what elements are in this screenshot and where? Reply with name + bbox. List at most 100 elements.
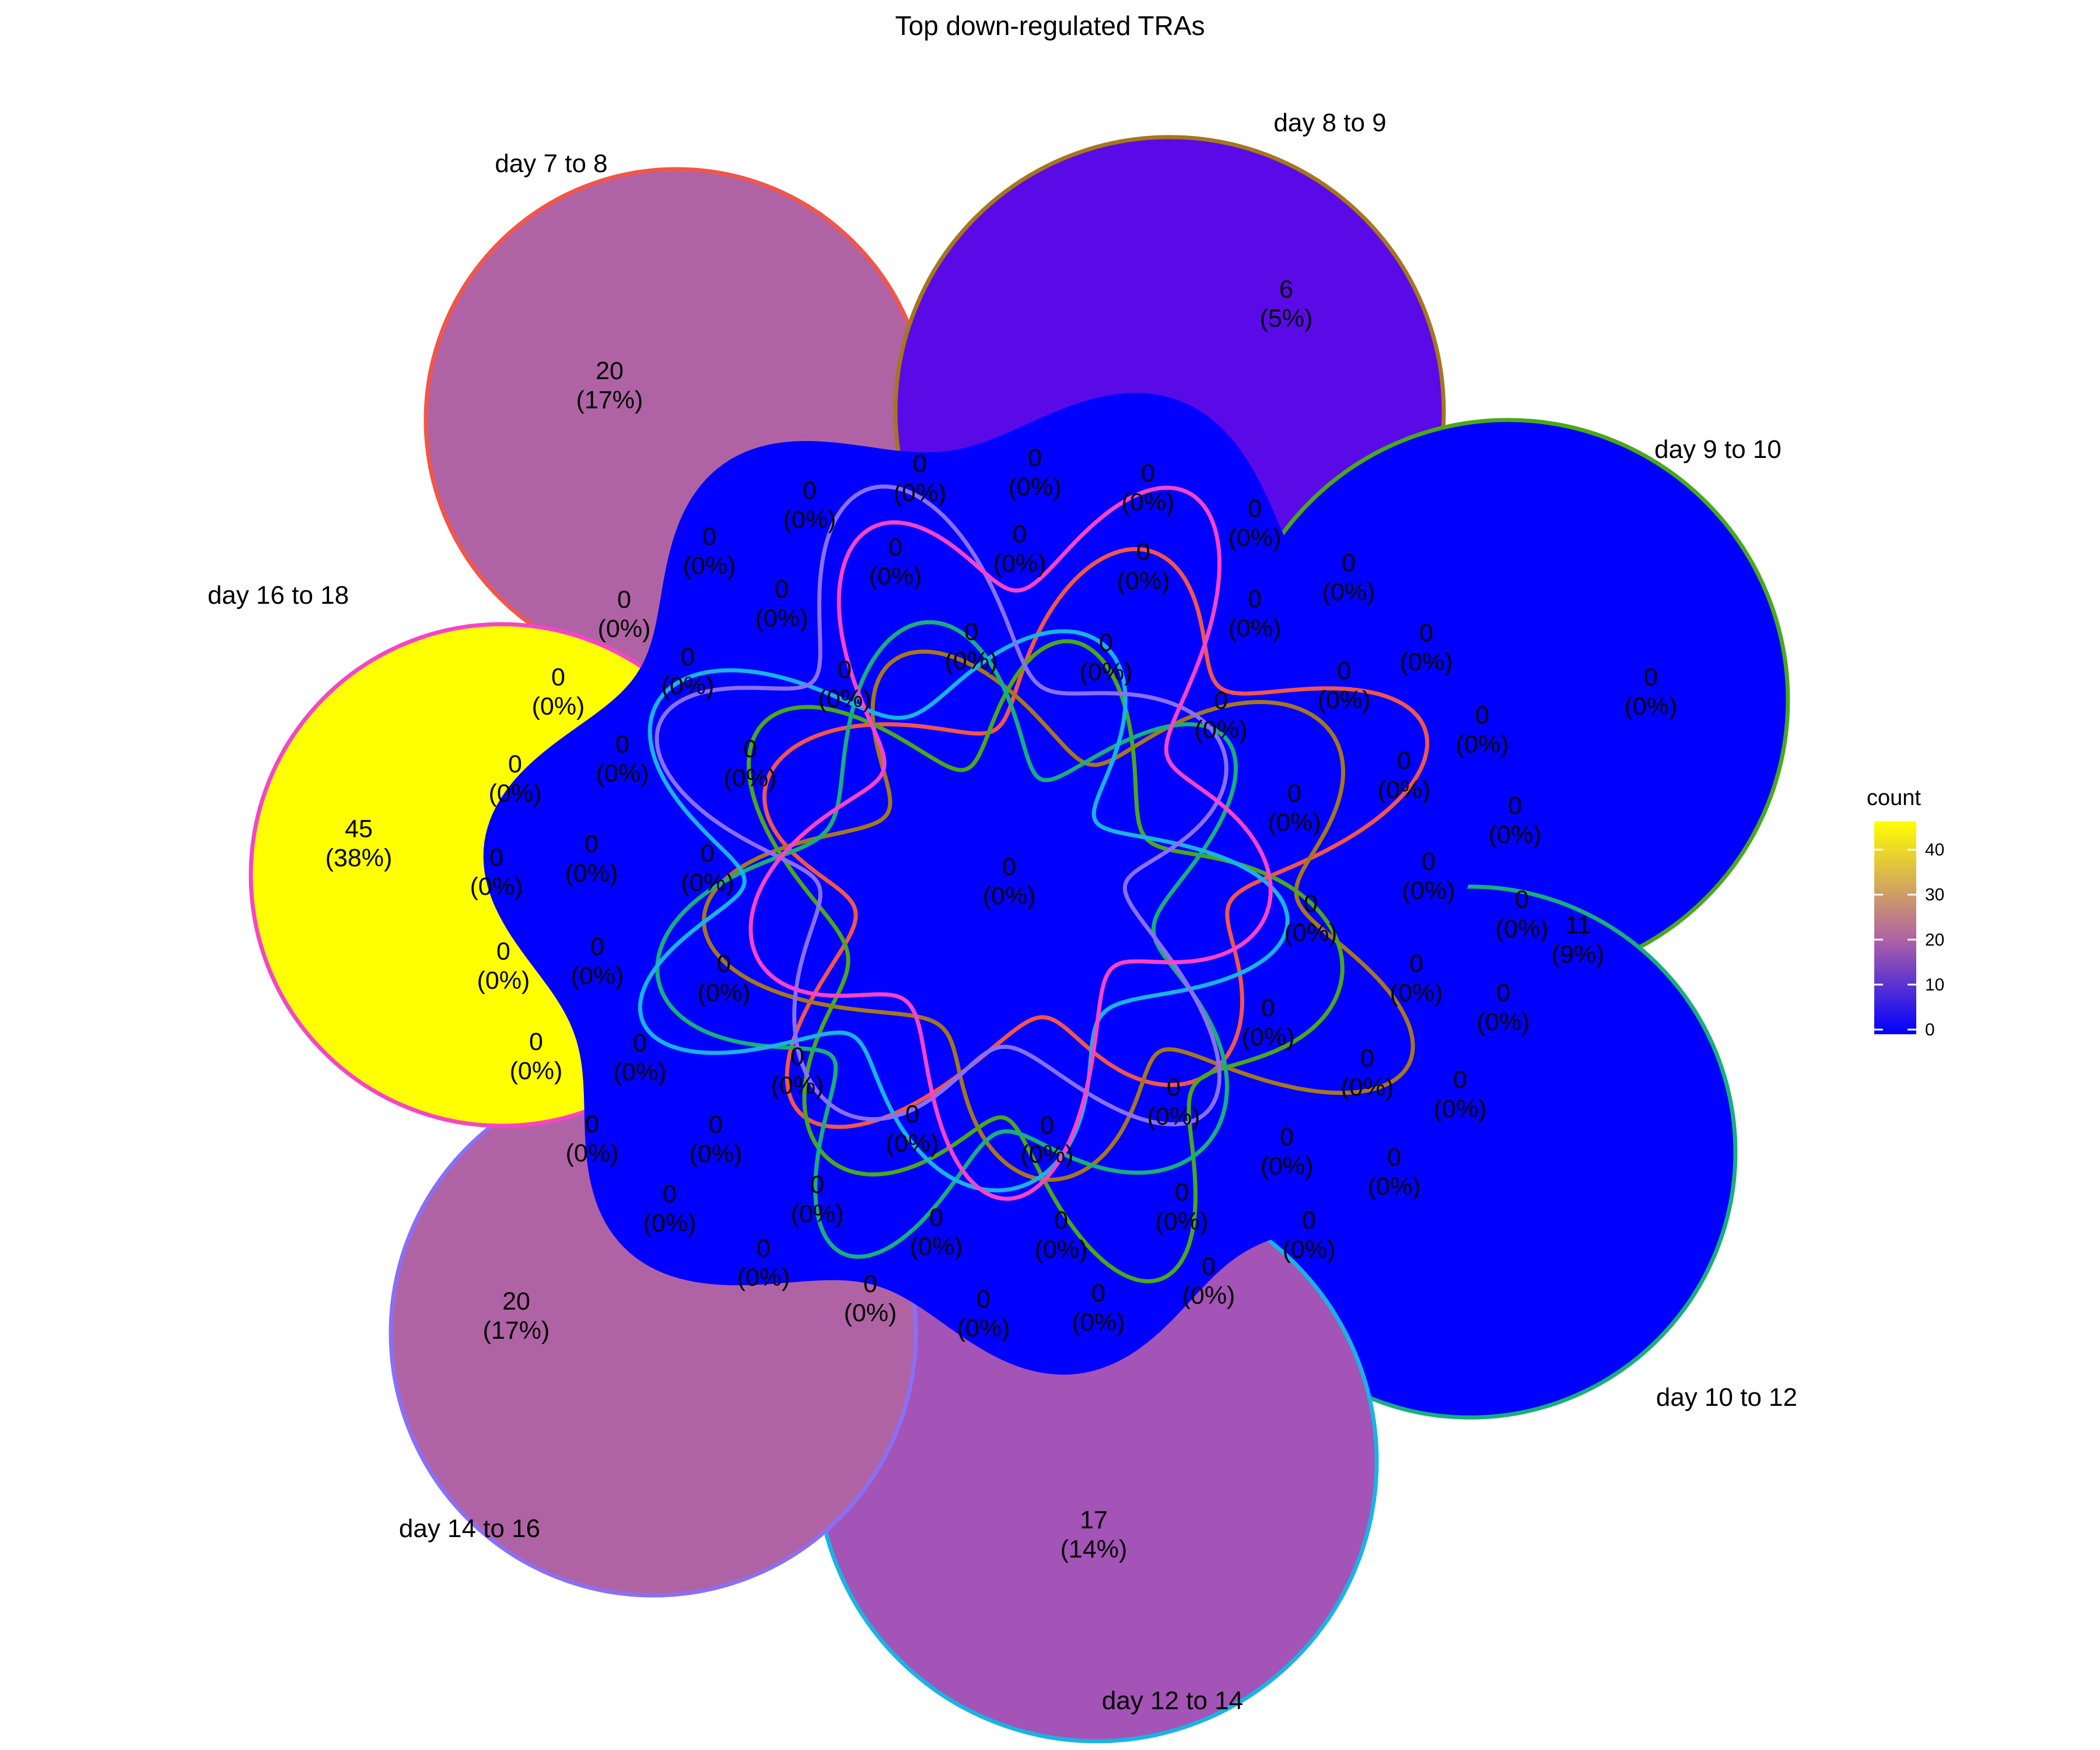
- region-label-intersection: 0 (0%): [1456, 701, 1509, 758]
- region-label-intersection: 0 (0%): [724, 735, 777, 792]
- set-label-day-7-to-8: day 7 to 8: [495, 149, 607, 178]
- set-boundary-curves: [638, 484, 1430, 1284]
- region-label-intersection: 0 (0%): [1080, 629, 1133, 686]
- legend-tick-label: 10: [1925, 975, 1944, 995]
- region-label-intersection: 0 (0%): [1228, 495, 1282, 552]
- region-label-intersection: 0 (0%): [1035, 1206, 1088, 1264]
- region-label-intersection: 0 (0%): [489, 750, 542, 807]
- region-label-intersection: 0 (0%): [1489, 792, 1542, 849]
- region-label-intersection: 0 (0%): [1156, 1178, 1209, 1236]
- region-label-intersection: 0 (0%): [886, 1100, 939, 1157]
- region-label-intersection: 0 (0%): [791, 1171, 844, 1228]
- region-label-intersection: 0 (0%): [1400, 619, 1453, 676]
- region-label-day-7-to-8: 20 (17%): [576, 357, 643, 414]
- set-label-day-10-to-12: day 10 to 12: [1656, 1383, 1797, 1412]
- boundary-day-16-to-18: [748, 485, 1273, 1201]
- region-label-intersection: 0 (0%): [1283, 1206, 1336, 1264]
- set-label-day-14-to-16: day 14 to 16: [399, 1514, 540, 1543]
- region-label-intersection: 0 (0%): [510, 1028, 563, 1085]
- region-label-intersection: 0 (0%): [571, 933, 624, 990]
- region-label-intersection: 0 (0%): [1284, 890, 1338, 947]
- region-label-intersection: 0 (0%): [755, 575, 808, 632]
- set-label-day-12-to-14: day 12 to 14: [1102, 1686, 1243, 1715]
- region-label-day-8-to-9: 6 (5%): [1260, 275, 1313, 332]
- boundary-day-9-to-10: [746, 639, 1345, 1284]
- region-label-intersection: 0 (0%): [894, 450, 947, 507]
- region-label-intersection: 0 (0%): [698, 950, 751, 1007]
- region-labels: 20 (17%) 6 (5%) 0 (0%) 11 (9%) 17 (14%) 20 (17%) 45(…: [326, 275, 1678, 1563]
- region-label-intersection: 0 (0%): [1021, 1111, 1074, 1168]
- region-label-intersection: 0 (0%): [690, 1111, 743, 1168]
- region-label-intersection: 0 (0%): [1318, 657, 1371, 714]
- legend-tick-label: 20: [1925, 930, 1944, 950]
- boundary-day-12-to-14: [638, 629, 1290, 1193]
- region-label-intersection: 0 (0%): [1322, 549, 1376, 606]
- legend-ticks: 0 10 20 30 40: [1874, 841, 1944, 1040]
- region-label-intersection: 0 (0%): [1228, 585, 1282, 642]
- region-label-intersection: 0 (0%): [1117, 538, 1170, 595]
- region-label-intersection: 0 (0%): [818, 656, 872, 713]
- region-label-day-14-to-16: 20 (17%): [483, 1287, 550, 1345]
- region-label-center: 0 (0%): [983, 853, 1036, 910]
- region-label-intersection: 0 (0%): [737, 1234, 790, 1292]
- region-label-intersection: 0 (0%): [1072, 1279, 1125, 1336]
- region-label-intersection: 0 (0%): [470, 844, 523, 901]
- region-label-intersection: 0 (0%): [1147, 1073, 1200, 1130]
- legend-colorbar: [1874, 821, 1916, 1034]
- region-label-day-9-to-10: 0 (0%): [1625, 663, 1678, 720]
- region-label-intersection: 0 (0%): [1242, 994, 1295, 1051]
- set-label-day-16-to-18: day 16 to 18: [208, 581, 349, 610]
- region-label-intersection: 0 (0%): [683, 523, 736, 580]
- region-label-day-10-to-12: 11 (9%): [1552, 911, 1605, 968]
- region-label-intersection: 0 (0%): [532, 663, 585, 720]
- region-label-day-12-to-14: 17 (14%): [1060, 1506, 1128, 1563]
- legend-tick-label: 40: [1925, 841, 1944, 860]
- region-label-intersection: 0 (0%): [993, 520, 1046, 578]
- region-label-intersection: 0 (0%): [614, 1029, 667, 1086]
- shared-region: [483, 393, 1505, 1375]
- region-label-intersection: 0 (0%): [844, 1270, 897, 1327]
- boundary-day-14-to-16: [654, 484, 1228, 1127]
- region-label-intersection: 0 (0%): [1402, 848, 1455, 905]
- region-label-intersection: 0 (0%): [1268, 779, 1321, 836]
- region-label-intersection: 0 (0%): [1122, 459, 1175, 516]
- set-name-labels: day 7 to 8 day 8 to 9 day 9 to 10 day 10…: [208, 108, 1797, 1715]
- region-label-intersection: 0 (0%): [1341, 1044, 1394, 1101]
- chart-title: Top down-regulated TRAs: [895, 10, 1205, 41]
- region-label-intersection: 0 (0%): [945, 618, 998, 675]
- region-label-intersection: 0 (0%): [1477, 979, 1530, 1036]
- region-label-intersection: 0 (0%): [869, 533, 922, 590]
- boundary-day-7-to-8: [762, 547, 1430, 1129]
- boundary-day-8-to-9: [702, 649, 1415, 1182]
- set-label-day-9-to-10: day 9 to 10: [1654, 435, 1782, 464]
- region-label-intersection: 0 (0%): [662, 643, 715, 700]
- region-label-intersection: 0 (0%): [1496, 886, 1549, 943]
- color-legend: count 0 10 20 30 40: [1867, 786, 1944, 1040]
- region-label-intersection: 0 (0%): [1378, 747, 1431, 804]
- region-label-intersection: 0 (0%): [1368, 1143, 1421, 1200]
- legend-tick-label: 0: [1925, 1020, 1935, 1040]
- region-label-intersection: 0 (0%): [783, 477, 836, 534]
- region-label-intersection: 0 (0%): [910, 1203, 963, 1261]
- set-label-day-8-to-9: day 8 to 9: [1273, 108, 1386, 137]
- shared-intersection-area: [483, 393, 1505, 1375]
- region-label-intersection: 0 (0%): [771, 1042, 824, 1100]
- region-label-intersection: 0 (0%): [681, 839, 734, 897]
- region-label-intersection: 0 (0%): [1009, 444, 1062, 501]
- region-label-intersection: 0 (0%): [1195, 687, 1248, 744]
- region-label-intersection: 0 (0%): [1182, 1252, 1236, 1310]
- region-label-intersection: 0 (0%): [1390, 950, 1443, 1007]
- region-label-intersection: 0 (0%): [1434, 1066, 1487, 1123]
- region-label-intersection: 0 (0%): [957, 1285, 1010, 1342]
- legend-tick-label: 30: [1925, 886, 1944, 905]
- region-label-intersection: 0 (0%): [477, 937, 530, 995]
- region-label-intersection: 0 (0%): [565, 830, 618, 887]
- region-label-intersection: 0 (0%): [598, 586, 651, 643]
- region-label-intersection: 0 (0%): [1261, 1123, 1314, 1180]
- legend-title: count: [1867, 786, 1921, 810]
- region-label-intersection: 0 (0%): [643, 1180, 696, 1237]
- region-label-intersection: 0 (0%): [566, 1110, 619, 1167]
- region-label-day-16-to-18: 45 (38%): [326, 815, 393, 872]
